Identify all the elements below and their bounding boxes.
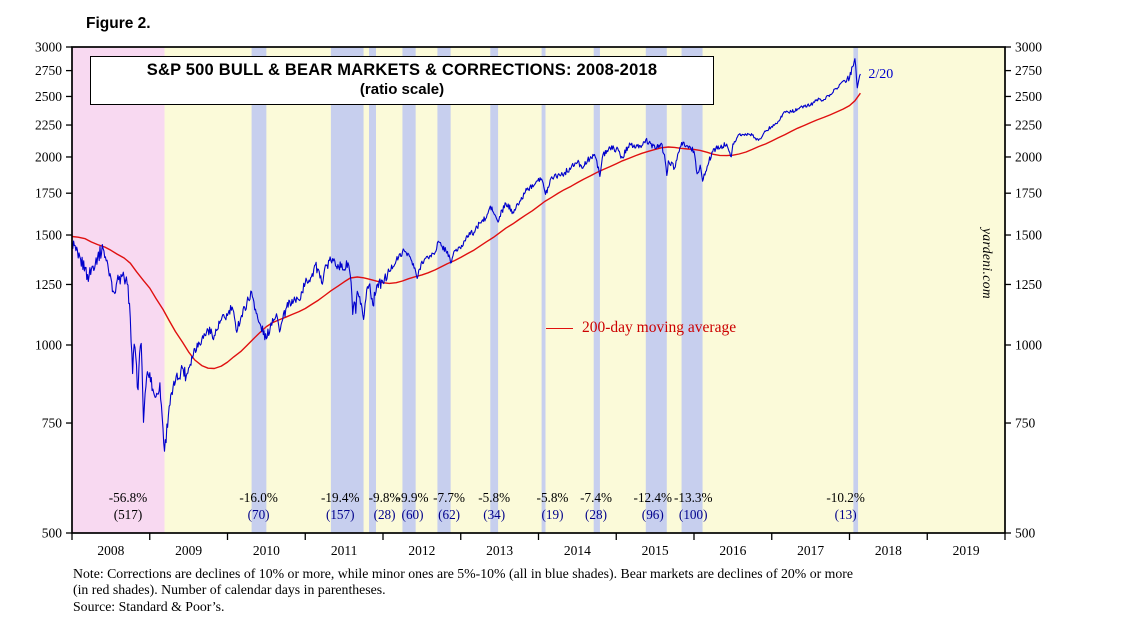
ma-legend-label: 200-day moving average bbox=[582, 319, 737, 336]
band-pct-label: -56.8% bbox=[109, 490, 147, 505]
watermark-yardeni: yardeni.com bbox=[980, 228, 995, 300]
market-bands bbox=[72, 47, 859, 533]
y-tick-label-right: 2750 bbox=[1015, 63, 1042, 78]
band-pct-label: -7.4% bbox=[580, 490, 612, 505]
band-pct-label: -7.7% bbox=[433, 490, 465, 505]
y-tick-label-left: 1750 bbox=[35, 186, 62, 201]
correction-band bbox=[645, 47, 667, 533]
band-pct-label: -5.8% bbox=[478, 490, 510, 505]
band-days-label: (96) bbox=[642, 507, 664, 522]
band-days-label: (70) bbox=[248, 507, 270, 522]
correction-band bbox=[490, 47, 499, 533]
y-tick-label-right: 750 bbox=[1015, 416, 1036, 431]
band-days-label: (100) bbox=[679, 507, 708, 522]
plot-background bbox=[72, 47, 1005, 533]
x-tick-label: 2012 bbox=[408, 543, 435, 558]
band-pct-label: -19.4% bbox=[321, 490, 359, 505]
band-days-label: (28) bbox=[374, 507, 396, 522]
plot-area bbox=[72, 47, 1005, 533]
y-tick-label-left: 3000 bbox=[35, 40, 62, 55]
band-labels: -56.8% (517) -16.0% (70) -19.4% (157) -9.8% (28… bbox=[109, 490, 865, 522]
x-tick-label: 2019 bbox=[953, 543, 980, 558]
band-days-label: (28) bbox=[585, 507, 607, 522]
note-line-2: (in red shades). Number of calendar days… bbox=[73, 582, 386, 598]
y-tick-label-left: 750 bbox=[42, 416, 63, 431]
band-pct-label: -10.2% bbox=[826, 490, 864, 505]
ma-legend-line-sample bbox=[546, 327, 573, 329]
x-tick-label: 2008 bbox=[97, 543, 124, 558]
chart-title-box: S&P 500 BULL & BEAR MARKETS & CORRECTION… bbox=[90, 56, 714, 105]
y-tick-label-left: 1000 bbox=[35, 337, 62, 352]
footnotes: Note: Corrections are declines of 10% or… bbox=[73, 566, 853, 615]
axis-labels: 500 500 750 750 1000 1000 1250 1250 1500 1500 1750… bbox=[35, 40, 1042, 559]
band-days-label: (60) bbox=[402, 507, 424, 522]
chart-subtitle: (ratio scale) bbox=[359, 81, 445, 98]
correction-band bbox=[681, 47, 703, 533]
y-tick-label-left: 1250 bbox=[35, 277, 62, 292]
y-tick-label-right: 1500 bbox=[1015, 228, 1042, 243]
band-days-label: (157) bbox=[326, 507, 355, 522]
correction-band bbox=[437, 47, 451, 533]
price-line bbox=[71, 58, 861, 452]
correction-band bbox=[251, 47, 267, 533]
x-tick-label: 2009 bbox=[175, 543, 202, 558]
y-tick-label-right: 1250 bbox=[1015, 277, 1042, 292]
y-tick-label-left: 1500 bbox=[35, 228, 62, 243]
band-days-label: (517) bbox=[114, 507, 143, 522]
y-tick-label-right: 1000 bbox=[1015, 337, 1042, 352]
x-tick-label: 2017 bbox=[797, 543, 824, 558]
y-tick-label-left: 2500 bbox=[35, 89, 62, 104]
x-tick-label: 2016 bbox=[719, 543, 746, 558]
band-days-label: (19) bbox=[542, 507, 564, 522]
correction-band bbox=[369, 47, 377, 533]
x-tick-label: 2018 bbox=[875, 543, 902, 558]
correction-band bbox=[541, 47, 546, 533]
band-pct-label: -5.8% bbox=[537, 490, 569, 505]
x-tick-label: 2011 bbox=[331, 543, 358, 558]
source-line: Source: Standard & Poor’s. bbox=[73, 598, 225, 614]
figure-label: Figure 2. bbox=[86, 15, 151, 32]
correction-band bbox=[402, 47, 416, 533]
ma-legend: 200-day moving average bbox=[546, 319, 736, 337]
band-pct-label: -9.9% bbox=[397, 490, 429, 505]
x-tick-label: 2014 bbox=[564, 543, 591, 558]
band-pct-label: -16.0% bbox=[239, 490, 277, 505]
y-tick-label-right: 2250 bbox=[1015, 118, 1042, 133]
correction-band bbox=[330, 47, 364, 533]
y-tick-label-right: 3000 bbox=[1015, 40, 1042, 55]
correction-band bbox=[593, 47, 600, 533]
band-days-label: (62) bbox=[438, 507, 460, 522]
axes bbox=[66, 46, 1011, 540]
x-tick-label: 2013 bbox=[486, 543, 513, 558]
correction-band bbox=[853, 47, 859, 533]
y-tick-label-right: 1750 bbox=[1015, 186, 1042, 201]
band-pct-label: -9.8% bbox=[369, 490, 401, 505]
x-tick-label: 2010 bbox=[253, 543, 280, 558]
band-pct-label: -12.4% bbox=[634, 490, 672, 505]
chart-title: S&P 500 BULL & BEAR MARKETS & CORRECTION… bbox=[146, 61, 658, 79]
y-tick-label-right: 500 bbox=[1015, 526, 1036, 541]
y-tick-label-left: 2000 bbox=[35, 149, 62, 164]
band-days-label: (34) bbox=[483, 507, 505, 522]
y-tick-label-left: 2750 bbox=[35, 63, 62, 78]
y-tick-label-left: 500 bbox=[42, 526, 63, 541]
band-pct-label: -13.3% bbox=[674, 490, 712, 505]
bear-market-band bbox=[72, 47, 165, 533]
note-line-1: Note: Corrections are declines of 10% or… bbox=[73, 566, 854, 581]
y-tick-label-right: 2000 bbox=[1015, 149, 1042, 164]
x-tick-label: 2015 bbox=[642, 543, 669, 558]
price-end-label: 2/20 bbox=[868, 67, 893, 82]
price-line-path bbox=[71, 58, 861, 452]
band-days-label: (13) bbox=[835, 507, 857, 522]
y-tick-label-right: 2500 bbox=[1015, 89, 1042, 104]
y-tick-label-left: 2250 bbox=[35, 118, 62, 133]
